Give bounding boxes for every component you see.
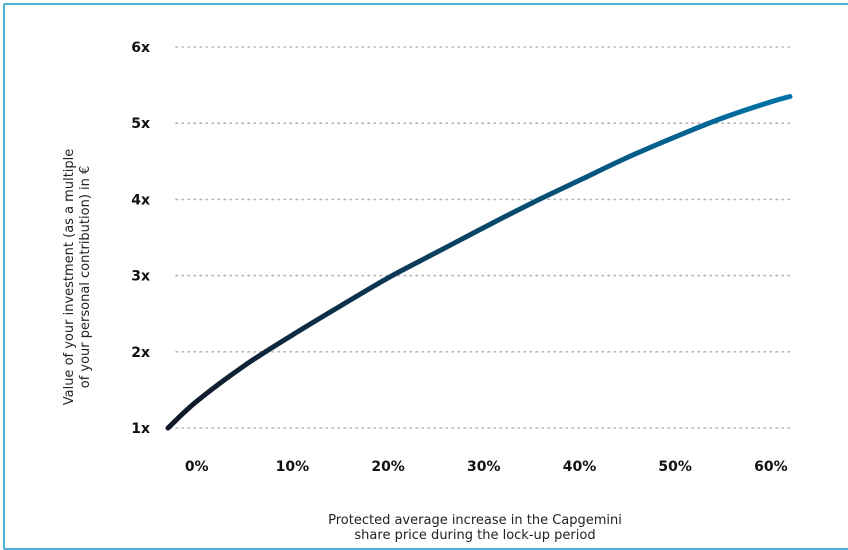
y-axis-title-line-2: of your personal contribution) in € (78, 166, 93, 389)
x-tick-label: 0% (185, 459, 209, 475)
y-tick-label: 1x (131, 421, 150, 437)
x-tick-label: 60% (754, 459, 788, 475)
x-axis-title-line-1: Protected average increase in the Capgem… (328, 513, 622, 528)
x-axis-title-line-2: share price during the lock-up period (354, 528, 595, 542)
x-axis-ticks: 0% 10% 20% 30% 40% 50% 60% (185, 459, 788, 475)
y-tick-label: 3x (131, 269, 150, 285)
x-tick-label: 20% (371, 459, 405, 475)
y-axis-ticks: 1x 2x 3x 4x 5x 6x (131, 40, 150, 437)
y-tick-label: 5x (131, 116, 150, 132)
y-tick-label: 4x (131, 192, 150, 208)
x-tick-label: 10% (276, 459, 310, 475)
y-axis-title-line-1-rot: Value of your investment (as a multiple (62, 149, 77, 406)
series-line-0 (165, 94, 793, 431)
x-tick-label: 30% (467, 459, 501, 475)
x-tick-label: 40% (563, 459, 597, 475)
x-tick-label: 50% (658, 459, 692, 475)
y-tick-label: 2x (131, 345, 150, 361)
series-layer (165, 94, 793, 431)
y-tick-label: 6x (131, 40, 150, 56)
gridlines (175, 46, 793, 429)
